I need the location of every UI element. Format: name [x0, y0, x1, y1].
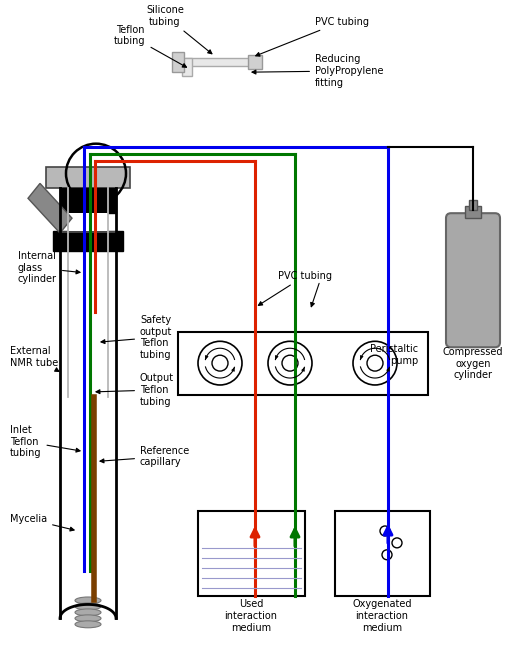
Polygon shape [182, 58, 192, 76]
Bar [172, 52, 184, 72]
Bar [335, 511, 430, 596]
Bar [469, 200, 477, 210]
Bar [198, 511, 305, 596]
Text: External
NMR tube: External NMR tube [10, 346, 59, 372]
Ellipse shape [75, 621, 101, 628]
Bar [53, 231, 123, 251]
Text: Reducing
PolyPropylene
fitting: Reducing PolyPropylene fitting [252, 54, 384, 87]
Text: Oxygenated
interaction
medium: Oxygenated interaction medium [352, 600, 412, 633]
Ellipse shape [75, 609, 101, 616]
Text: Peristaltic
pump: Peristaltic pump [370, 344, 418, 366]
Ellipse shape [75, 615, 101, 622]
Polygon shape [28, 183, 72, 233]
Bar [248, 55, 262, 69]
Bar [465, 206, 481, 218]
Text: Mycelia: Mycelia [10, 514, 74, 531]
Text: Reference
capillary: Reference capillary [100, 446, 189, 468]
Text: Used
interaction
medium: Used interaction medium [224, 600, 278, 633]
FancyBboxPatch shape [446, 213, 500, 348]
Ellipse shape [75, 603, 101, 610]
Text: Safety
output
Teflon
tubing: Safety output Teflon tubing [101, 315, 172, 360]
Text: Internal
glass
cylinder: Internal glass cylinder [18, 251, 80, 284]
Bar [60, 188, 116, 213]
Polygon shape [185, 58, 255, 66]
Text: PVC tubing: PVC tubing [256, 17, 369, 56]
Bar [68, 213, 108, 231]
Bar [60, 231, 116, 233]
Text: Teflon
tubing: Teflon tubing [114, 25, 186, 67]
Text: Output
Teflon
tubing: Output Teflon tubing [96, 374, 174, 407]
Bar [46, 167, 130, 188]
Text: Silicone
tubing: Silicone tubing [146, 5, 212, 54]
Bar [178, 332, 428, 395]
Text: PVC tubing: PVC tubing [258, 271, 332, 305]
Text: Compressed
oxygen
cylinder: Compressed oxygen cylinder [443, 348, 503, 380]
Text: Inlet
Teflon
tubing: Inlet Teflon tubing [10, 425, 80, 458]
Ellipse shape [75, 597, 101, 604]
